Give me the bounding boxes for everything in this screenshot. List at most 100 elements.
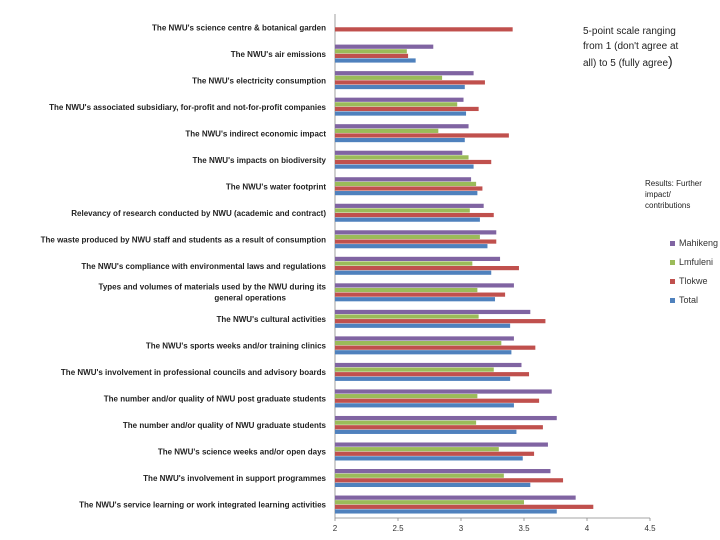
bar-lmfuleni-12	[335, 340, 502, 346]
legend-label-tlokwe: Tlokwe	[679, 276, 708, 286]
bar-tlokwe-12	[335, 345, 536, 350]
x-tick-label-1: 2.5	[392, 524, 404, 533]
bar-total-10	[335, 297, 496, 302]
bar-tlokwe-18	[335, 504, 594, 509]
category-label-12: The NWU's sports weeks and/or training c…	[146, 342, 327, 351]
bar-total-13	[335, 376, 511, 381]
bar-mahikeng-13	[335, 362, 522, 368]
legend-item-total: Total	[670, 293, 720, 307]
scale-note-line3: all) to 5 (fully agree	[583, 58, 669, 69]
legend-label-lmfuleni: Lmfuleni	[679, 257, 714, 267]
legend-swatch-total	[670, 297, 675, 303]
bar-tlokwe-9	[335, 266, 519, 271]
bar-mahikeng-12	[335, 336, 514, 341]
legend-swatch-lmfuleni	[670, 259, 675, 265]
x-tick-label-4: 4	[585, 524, 590, 533]
x-tick-label-2: 3	[459, 524, 464, 533]
x-axis-ticks: 2 2.5 3 3.5 4 4.5	[333, 518, 656, 533]
category-label-8: The waste produced by NWU staff and stud…	[41, 235, 326, 244]
x-tick-label-0: 2	[333, 524, 338, 533]
category-label-14: The number and/or quality of NWU post gr…	[104, 395, 327, 404]
bar-mahikeng-15	[335, 415, 557, 421]
scale-note: 5-point scale ranging from 1 (don't agre…	[583, 24, 703, 71]
bar-total-5	[335, 164, 474, 169]
bar-total-1	[335, 58, 416, 63]
scale-note-line2: from 1 (don't agree at	[583, 41, 679, 52]
legend-label-total: Total	[679, 295, 699, 305]
bar-mahikeng-18	[335, 495, 576, 500]
bar-mahikeng-10	[335, 283, 514, 288]
scale-note-paren: )	[668, 53, 673, 69]
bar-mahikeng-8	[335, 230, 497, 235]
bar-tlokwe-15	[335, 425, 543, 430]
bar-tlokwe-17	[335, 478, 564, 483]
bar-total-15	[335, 429, 517, 434]
bar-mahikeng-1	[335, 44, 434, 49]
bar-mahikeng-6	[335, 177, 472, 182]
bar-tlokwe-7	[335, 212, 494, 218]
bar-tlokwe-3	[335, 106, 479, 112]
bar-total-11	[335, 323, 511, 328]
bar-tlokwe-1	[335, 53, 409, 58]
bar-lmfuleni-17	[335, 473, 504, 478]
bar-tlokwe-13	[335, 372, 530, 377]
bar-tlokwe-16	[335, 451, 535, 456]
category-label-13: The NWU's involvement in professional co…	[61, 368, 327, 377]
legend-item-lmfuleni: Lmfuleni	[670, 255, 720, 269]
results-note: Results: Further impact/ contributions	[645, 178, 717, 211]
bar-lmfuleni-10	[335, 287, 478, 293]
bar-lmfuleni-11	[335, 314, 479, 319]
bar-lmfuleni-9	[335, 261, 473, 266]
bar-mahikeng-17	[335, 469, 551, 474]
category-label-9: The NWU's compliance with environmental …	[81, 262, 326, 271]
category-label-15: The number and/or quality of NWU graduat…	[123, 421, 327, 430]
bar-total-2	[335, 84, 465, 90]
bar-total-7	[335, 217, 480, 222]
bar-mahikeng-2	[335, 71, 474, 76]
bar-lmfuleni-2	[335, 75, 443, 80]
bar-lmfuleni-7	[335, 208, 470, 213]
bar-lmfuleni-3	[335, 102, 458, 107]
bar-total-9	[335, 270, 492, 275]
bar-tlokwe-0	[335, 27, 513, 32]
bar-mahikeng-14	[335, 389, 552, 394]
legend-label-mahikeng: Mahikeng	[679, 238, 719, 248]
bar-total-8	[335, 244, 488, 249]
bar-lmfuleni-16	[335, 447, 499, 452]
bar-tlokwe-5	[335, 159, 492, 165]
legend-swatch-tlokwe	[670, 278, 675, 284]
x-tick-label-3: 3.5	[518, 524, 530, 533]
legend-item-tlokwe: Tlokwe	[670, 274, 720, 288]
category-label-17: The NWU's involvement in support program…	[143, 474, 326, 483]
bar-total-16	[335, 456, 523, 461]
bar-lmfuleni-14	[335, 394, 478, 399]
x-tick-label-5: 4.5	[644, 524, 656, 533]
bar-total-3	[335, 111, 467, 116]
bar-lmfuleni-15	[335, 420, 477, 425]
category-label-4: The NWU's indirect economic impact	[185, 129, 326, 138]
bar-total-6	[335, 191, 478, 196]
category-label-11: The NWU's cultural activities	[217, 315, 327, 324]
bar-lmfuleni-18	[335, 500, 524, 505]
bars-group	[335, 27, 594, 514]
bar-lmfuleni-5	[335, 155, 469, 160]
category-label-1: The NWU's air emissions	[231, 50, 327, 59]
bar-total-12	[335, 350, 512, 355]
bar-total-17	[335, 482, 531, 488]
bar-mahikeng-7	[335, 203, 484, 208]
bar-lmfuleni-8	[335, 234, 480, 240]
bar-tlokwe-2	[335, 80, 485, 85]
category-label-3: The NWU's associated subsidiary, for-pro…	[49, 103, 326, 112]
category-labels: The NWU's science centre & botanical gar…	[41, 23, 327, 509]
bar-mahikeng-16	[335, 442, 548, 447]
category-label-0: The NWU's science centre & botanical gar…	[152, 23, 326, 32]
bar-mahikeng-9	[335, 256, 501, 261]
bar-tlokwe-6	[335, 186, 483, 191]
bar-tlokwe-8	[335, 239, 497, 244]
bar-lmfuleni-13	[335, 367, 494, 372]
legend-item-mahikeng: Mahikeng	[670, 236, 720, 250]
bar-total-14	[335, 403, 514, 408]
category-label-7: Relevancy of research conducted by NWU (…	[71, 209, 326, 218]
bar-tlokwe-10	[335, 292, 506, 297]
